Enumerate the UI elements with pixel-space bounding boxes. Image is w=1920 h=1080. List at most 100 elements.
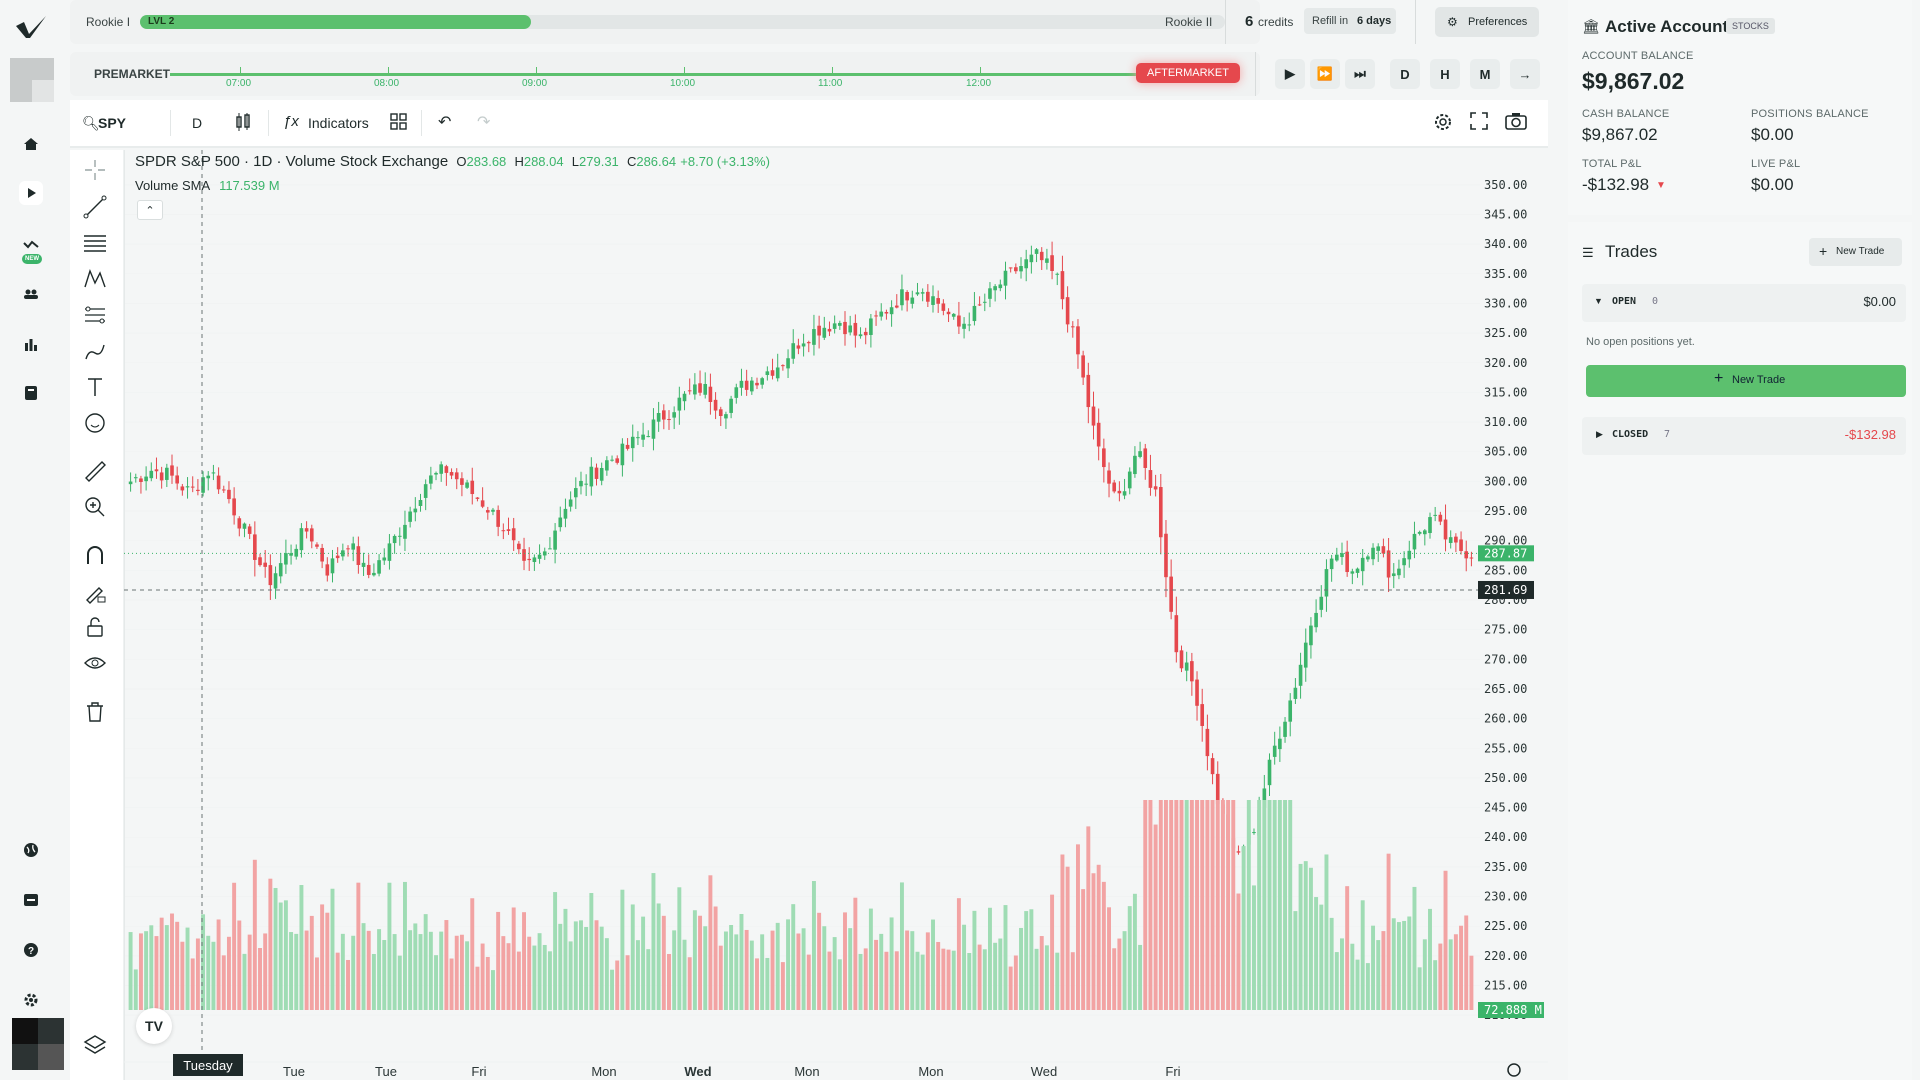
collapse-legend-button[interactable]: ⌃: [137, 200, 163, 220]
candle-body: [1366, 556, 1370, 560]
volume-bar: [692, 910, 697, 1010]
new-trade-button[interactable]: + New Trade: [1586, 365, 1906, 397]
open-positions-header[interactable]: ▼ OPEN 0 $0.00: [1582, 284, 1906, 322]
indicators-button[interactable]: Indicators: [308, 115, 369, 131]
candle-body: [149, 470, 154, 479]
volume-bar: [786, 919, 791, 1010]
interval-selector[interactable]: D: [192, 115, 203, 131]
symbol-search[interactable]: SPY: [98, 115, 127, 131]
volume-bar: [201, 914, 206, 1010]
settings-icon[interactable]: [19, 988, 43, 1012]
logo[interactable]: [14, 12, 48, 40]
candle-body: [346, 548, 350, 550]
volume-bar: [1371, 925, 1376, 1010]
eye-icon[interactable]: [80, 648, 110, 678]
fast-forward-button[interactable]: ⏩: [1310, 59, 1340, 89]
emoji-tool-icon[interactable]: [80, 408, 110, 438]
fullscreen-icon[interactable]: [1470, 112, 1488, 135]
candle-body: [1428, 517, 1432, 534]
volume-bar: [491, 970, 495, 1010]
next-arrow-button[interactable]: →: [1510, 59, 1540, 89]
magnet-icon[interactable]: [80, 540, 110, 570]
volume-bar: [413, 923, 418, 1010]
crosshair-tool-icon[interactable]: [80, 155, 110, 185]
settings-gear-icon[interactable]: [1433, 112, 1453, 137]
replay-play-icon[interactable]: [19, 181, 43, 205]
candle-body: [1200, 704, 1205, 726]
level-progress-track: LVL 2: [140, 15, 1225, 29]
trash-icon[interactable]: [80, 697, 110, 727]
volume-bar: [625, 955, 630, 1010]
undo-icon[interactable]: ↶: [438, 114, 452, 131]
text-tool-icon[interactable]: [80, 372, 110, 402]
volume-bar: [806, 954, 811, 1010]
layers-icon[interactable]: [80, 1030, 110, 1060]
volume-bar: [232, 882, 237, 1010]
new-trade-small-button[interactable]: + New Trade: [1809, 238, 1902, 266]
volume-bar: [1013, 955, 1018, 1010]
volume-bar: [977, 944, 982, 1010]
prediction-tool-icon[interactable]: [80, 300, 110, 330]
avatar[interactable]: [10, 58, 54, 102]
timeline-time-label: 10:00: [670, 78, 696, 89]
volume-bar: [817, 912, 822, 1010]
layouts-icon[interactable]: [390, 113, 408, 136]
volume-bar: [1314, 897, 1319, 1010]
user-avatar[interactable]: [12, 1018, 64, 1070]
skip-end-button[interactable]: ⏭: [1345, 59, 1375, 89]
account-tag: STOCKS: [1726, 18, 1775, 34]
interval-hour-button[interactable]: H: [1430, 59, 1460, 89]
community-icon[interactable]: [19, 282, 43, 306]
candle-body: [558, 517, 563, 528]
left-sidebar: NEW ?: [0, 0, 64, 1080]
candle-body: [227, 489, 231, 500]
timeline-time-label: 08:00: [374, 78, 400, 89]
fib-tool-icon[interactable]: [80, 228, 110, 258]
candle-type-icon[interactable]: [235, 112, 251, 137]
store-icon[interactable]: [19, 888, 43, 912]
candle-body: [1215, 773, 1220, 805]
volume-bar: [610, 969, 615, 1010]
price-chart[interactable]: 350.00 345.00 340.00 335.00 330.00 325.00 320.…: [124, 150, 1548, 1080]
chart-settings-icon[interactable]: [1507, 1063, 1521, 1077]
candle-body: [460, 478, 464, 485]
zoom-in-icon[interactable]: [80, 492, 110, 522]
volume-bar: [527, 936, 532, 1010]
volume-bar: [1210, 800, 1215, 1010]
candle-body: [211, 472, 216, 474]
camera-icon[interactable]: [1505, 112, 1527, 135]
candle-body: [304, 528, 309, 532]
trend-icon[interactable]: [19, 232, 43, 256]
journal-icon[interactable]: [19, 381, 43, 405]
play-button[interactable]: ▶: [1275, 59, 1305, 89]
volume-bar: [465, 941, 470, 1010]
ruler-tool-icon[interactable]: [80, 456, 110, 486]
stats-icon[interactable]: [19, 332, 43, 356]
closed-positions-header[interactable]: ▶ CLOSED 7 -$132.98: [1582, 417, 1906, 455]
candle-body: [651, 419, 656, 439]
help-icon[interactable]: ?: [19, 938, 43, 962]
redo-icon[interactable]: ↷: [477, 114, 491, 131]
closed-value: -$132.98: [1844, 427, 1896, 442]
globe-icon[interactable]: [19, 838, 43, 862]
closed-label: CLOSED: [1612, 429, 1649, 440]
candle-body: [408, 511, 412, 522]
candle-body: [972, 305, 977, 322]
volume-bar: [920, 954, 925, 1010]
trades-title: Trades: [1605, 242, 1658, 261]
lock-drawing-icon[interactable]: [80, 577, 110, 607]
volume-bar: [1174, 800, 1179, 1010]
candle-body: [1127, 471, 1132, 489]
preferences-button[interactable]: ⚙ Preferences: [1435, 7, 1539, 37]
pattern-tool-icon[interactable]: [80, 264, 110, 294]
interval-minute-button[interactable]: M: [1470, 59, 1500, 89]
legend-open-label: O: [456, 154, 467, 169]
session-timeline[interactable]: [170, 73, 1140, 76]
unlock-icon[interactable]: [80, 612, 110, 642]
interval-day-button[interactable]: D: [1390, 59, 1420, 89]
home-icon[interactable]: [19, 132, 43, 156]
brush-tool-icon[interactable]: [80, 336, 110, 366]
trendline-tool-icon[interactable]: [80, 192, 110, 222]
search-icon[interactable]: 🔍︎: [82, 115, 100, 131]
candle-body: [1350, 571, 1355, 574]
